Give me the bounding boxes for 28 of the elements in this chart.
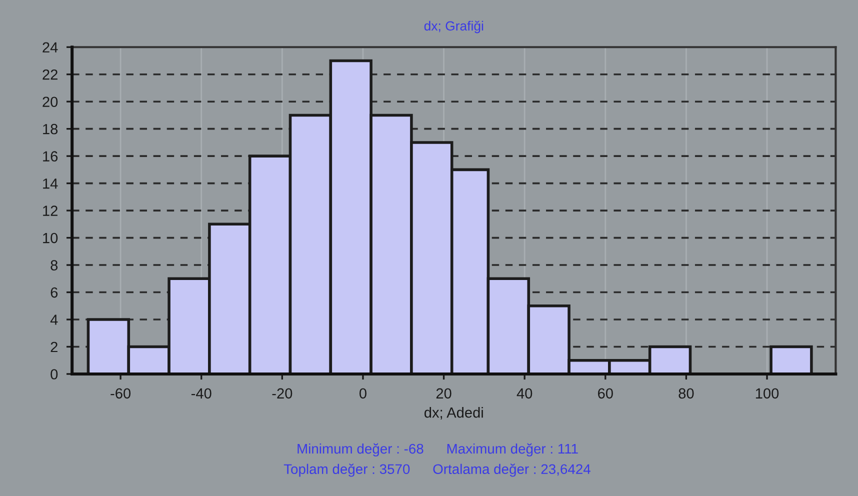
y-tick-label: 24 [42, 42, 58, 52]
text: Maximum değer : 111 [447, 443, 578, 456]
y-tick-label: 14 [43, 178, 58, 189]
y-tick-label: 0 [50, 369, 58, 380]
y-tick-label: 2 [50, 342, 58, 352]
x-tick-label: 20 [436, 388, 452, 399]
x-tick-label: 0 [359, 388, 366, 399]
x-tick-label: 40 [516, 388, 532, 399]
y-tick-label: 16 [43, 151, 58, 162]
y-tick-label: 6 [50, 287, 58, 298]
y-tick-label: 20 [42, 96, 58, 108]
x-tick-label: -20 [272, 388, 292, 399]
x-tick-label: -60 [110, 388, 131, 399]
x-tick-label: -40 [191, 388, 212, 399]
x-tick-label: 100 [756, 388, 779, 399]
x-axis-title: dx; Adedi [424, 407, 483, 420]
y-tick-label: 18 [43, 124, 58, 134]
y-tick-label: 8 [50, 260, 58, 270]
y-tick-label: 12 [43, 206, 58, 216]
y-tick-label: 10 [43, 232, 58, 244]
x-tick-label: 80 [678, 388, 694, 399]
chart-title: dx; Grafiği [424, 20, 484, 34]
y-tick-label: 22 [42, 69, 58, 80]
y-tick-label: 4 [50, 314, 58, 325]
text: Minimum değer : -68 [298, 443, 424, 456]
x-tick-label: 60 [598, 388, 613, 399]
text: Toplam değer : 3570 [284, 464, 410, 477]
text: Ortalama değer : 23,6424 [433, 464, 590, 477]
